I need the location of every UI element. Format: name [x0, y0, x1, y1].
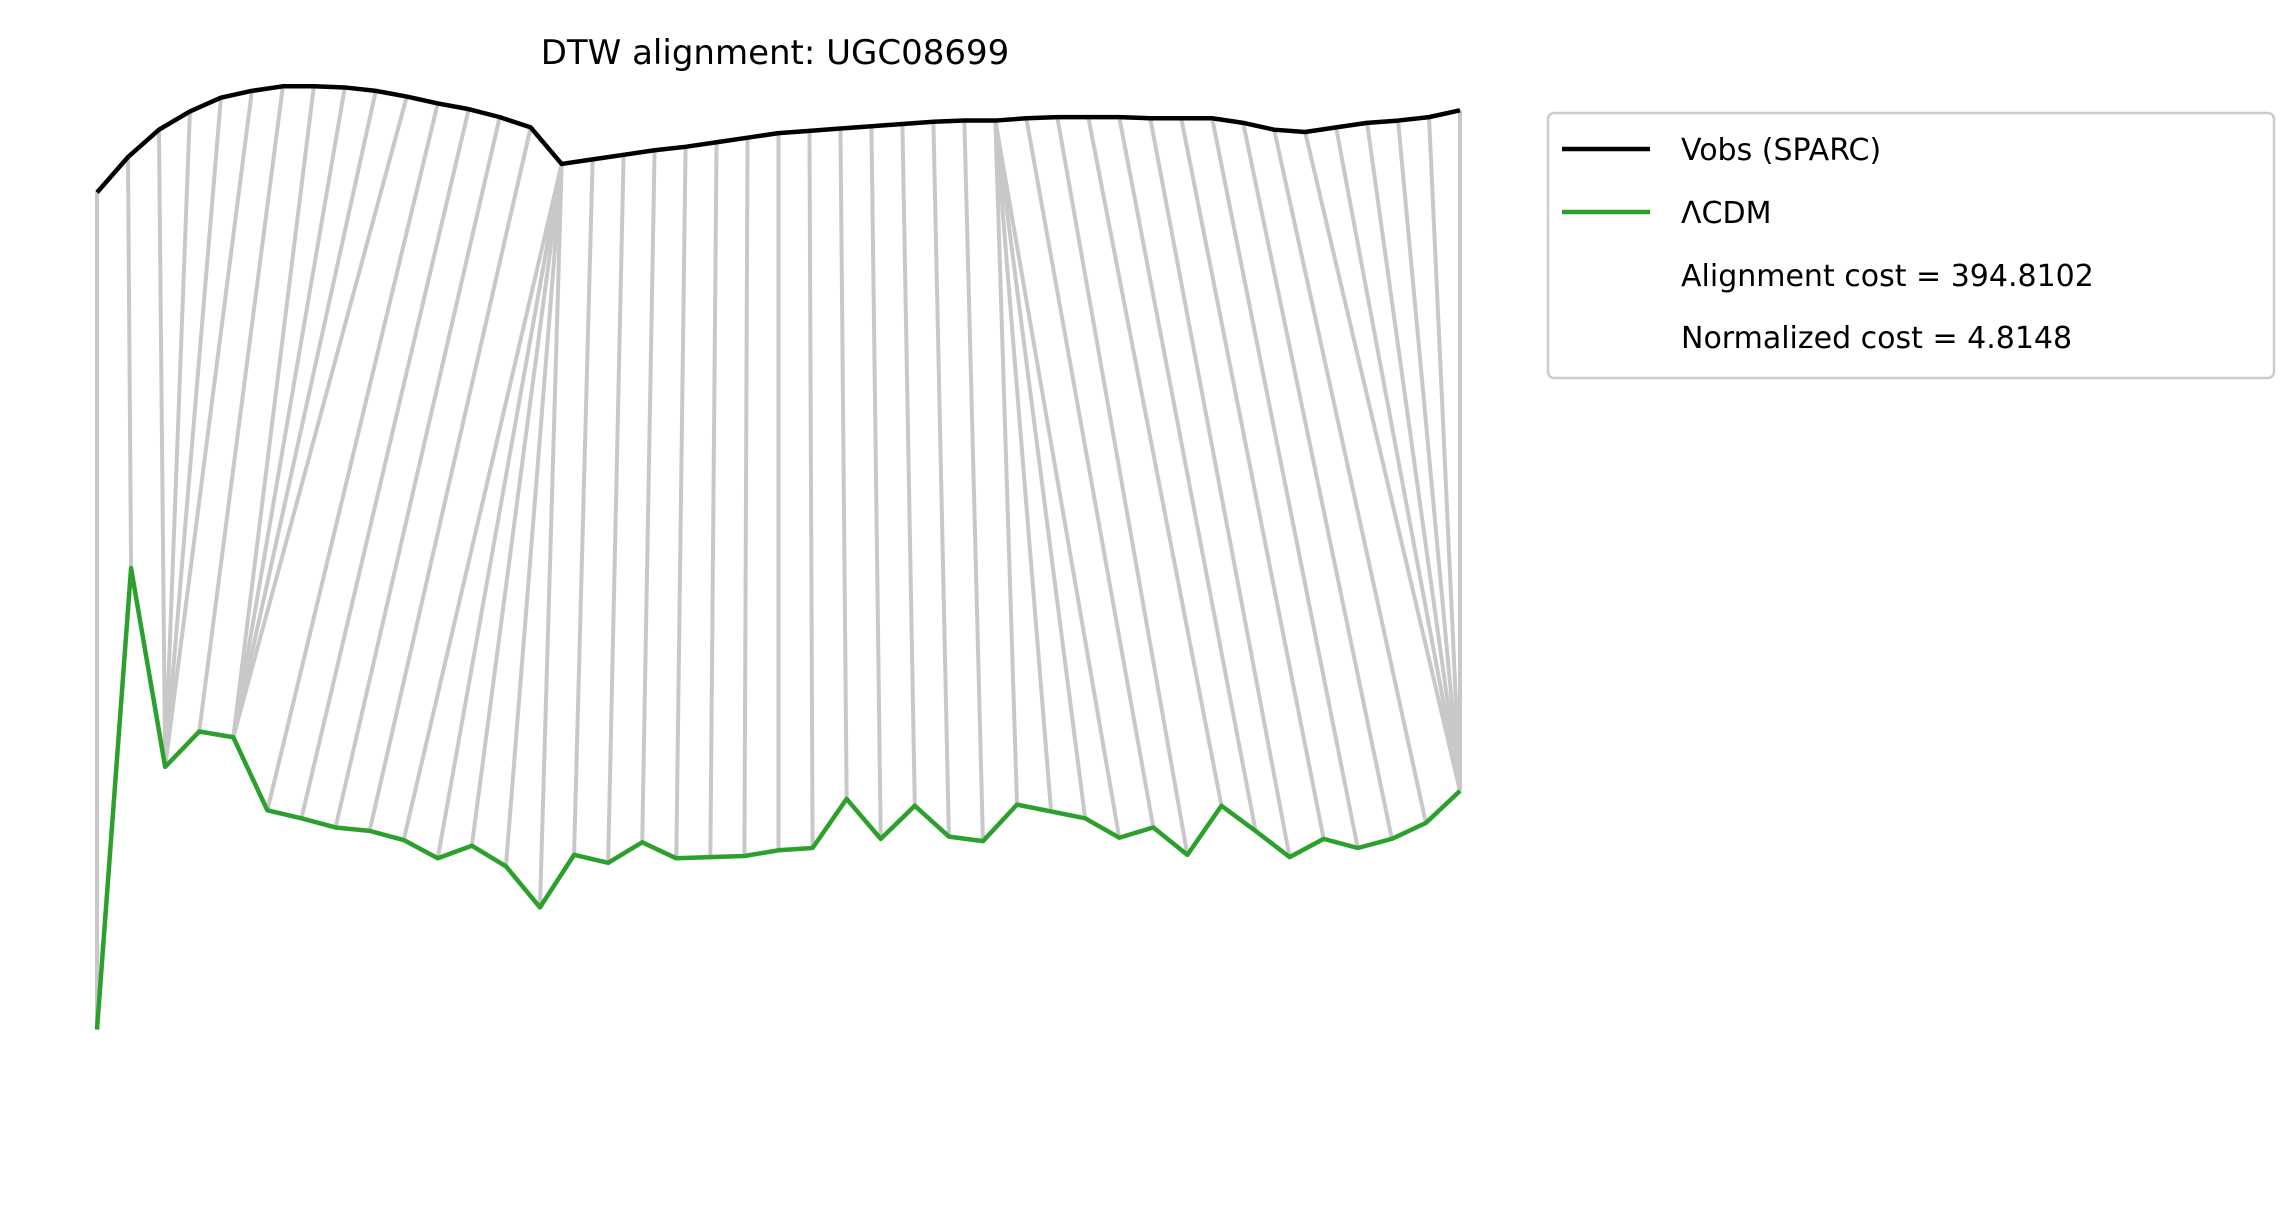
alignment-connector-10 — [231, 96, 409, 738]
alignment-connector-28 — [838, 128, 849, 799]
alignment-connector-29 — [869, 126, 883, 839]
alignment-connector-14 — [367, 126, 533, 832]
alignment-connector-3 — [163, 111, 192, 768]
alignment-connector-44 — [1241, 122, 1394, 840]
legend-normalized-cost: Normalized cost = 4.8148 — [1681, 321, 2072, 356]
alignment-connector-31 — [931, 121, 951, 837]
alignment-connector-34 — [993, 120, 1054, 812]
alignment-connector-39 — [1086, 116, 1224, 807]
alignment-connector-21 — [606, 154, 626, 863]
alignment-connector-15 — [401, 163, 564, 841]
alignment-connector-4 — [163, 97, 223, 768]
alignment-connector-30 — [900, 123, 917, 806]
alignment-connector-12 — [299, 108, 471, 819]
alignment-connector-24 — [708, 142, 719, 858]
alignment-connector-50 — [1427, 117, 1462, 792]
alignment-connector-7 — [231, 86, 316, 738]
alignment-connector-2 — [156, 129, 168, 767]
alignment-connector-23 — [674, 146, 688, 859]
alignment-connector-35 — [993, 120, 1088, 819]
alignment-connector-48 — [1365, 122, 1462, 792]
alignment-connector-38 — [1055, 116, 1190, 856]
legend: Vobs (SPARC) ΛCDM Alignment cost = 394.8… — [1546, 111, 2276, 380]
alignment-connector-43 — [1210, 117, 1360, 849]
alignment-connector-17 — [469, 163, 564, 846]
alignment-connector-22 — [640, 150, 657, 843]
legend-label-lcdm: ΛCDM — [1681, 196, 1771, 231]
chart-title: DTW alignment: UGC08699 — [541, 33, 1010, 73]
alignment-connector-6 — [197, 86, 285, 732]
alignment-connector-1 — [125, 157, 134, 569]
alignment-connector-37 — [1024, 117, 1156, 828]
alignment-connector-45 — [1272, 129, 1428, 824]
alignment-connector-41 — [1148, 117, 1292, 858]
alignment-connector-33 — [993, 120, 1020, 805]
legend-label-vobs: Vobs (SPARC) — [1681, 133, 1881, 168]
alignment-connector-11 — [265, 102, 440, 811]
alignment-connector-8 — [231, 87, 347, 738]
series-line-lcdm — [94, 565, 1462, 1030]
alignment-connector-32 — [962, 120, 985, 842]
alignment-connector-27 — [807, 130, 815, 849]
alignment-connector-13 — [333, 116, 502, 828]
alignment-connector-9 — [231, 90, 378, 738]
legend-alignment-cost: Alignment cost = 394.8102 — [1681, 259, 2094, 294]
alignment-connector-46 — [1303, 131, 1462, 792]
alignment-connector-25 — [742, 137, 750, 857]
alignment-connector-36 — [993, 120, 1122, 839]
series-lines — [94, 84, 1462, 1030]
alignment-connector-49 — [1396, 120, 1462, 792]
legend-frame — [1546, 111, 2276, 380]
alignment-connector-47 — [1334, 127, 1462, 792]
alignment-connector-16 — [435, 163, 564, 859]
alignment-connector-5 — [163, 90, 254, 768]
alignment-connector-40 — [1117, 116, 1258, 832]
alignment-connector-19 — [537, 163, 564, 908]
alignment-connector-20 — [572, 159, 595, 855]
alignment-connector-18 — [503, 163, 564, 867]
series-line-vobs — [95, 84, 1461, 194]
alignment-connector-42 — [1179, 117, 1326, 840]
alignment-connectors — [95, 86, 1462, 1030]
